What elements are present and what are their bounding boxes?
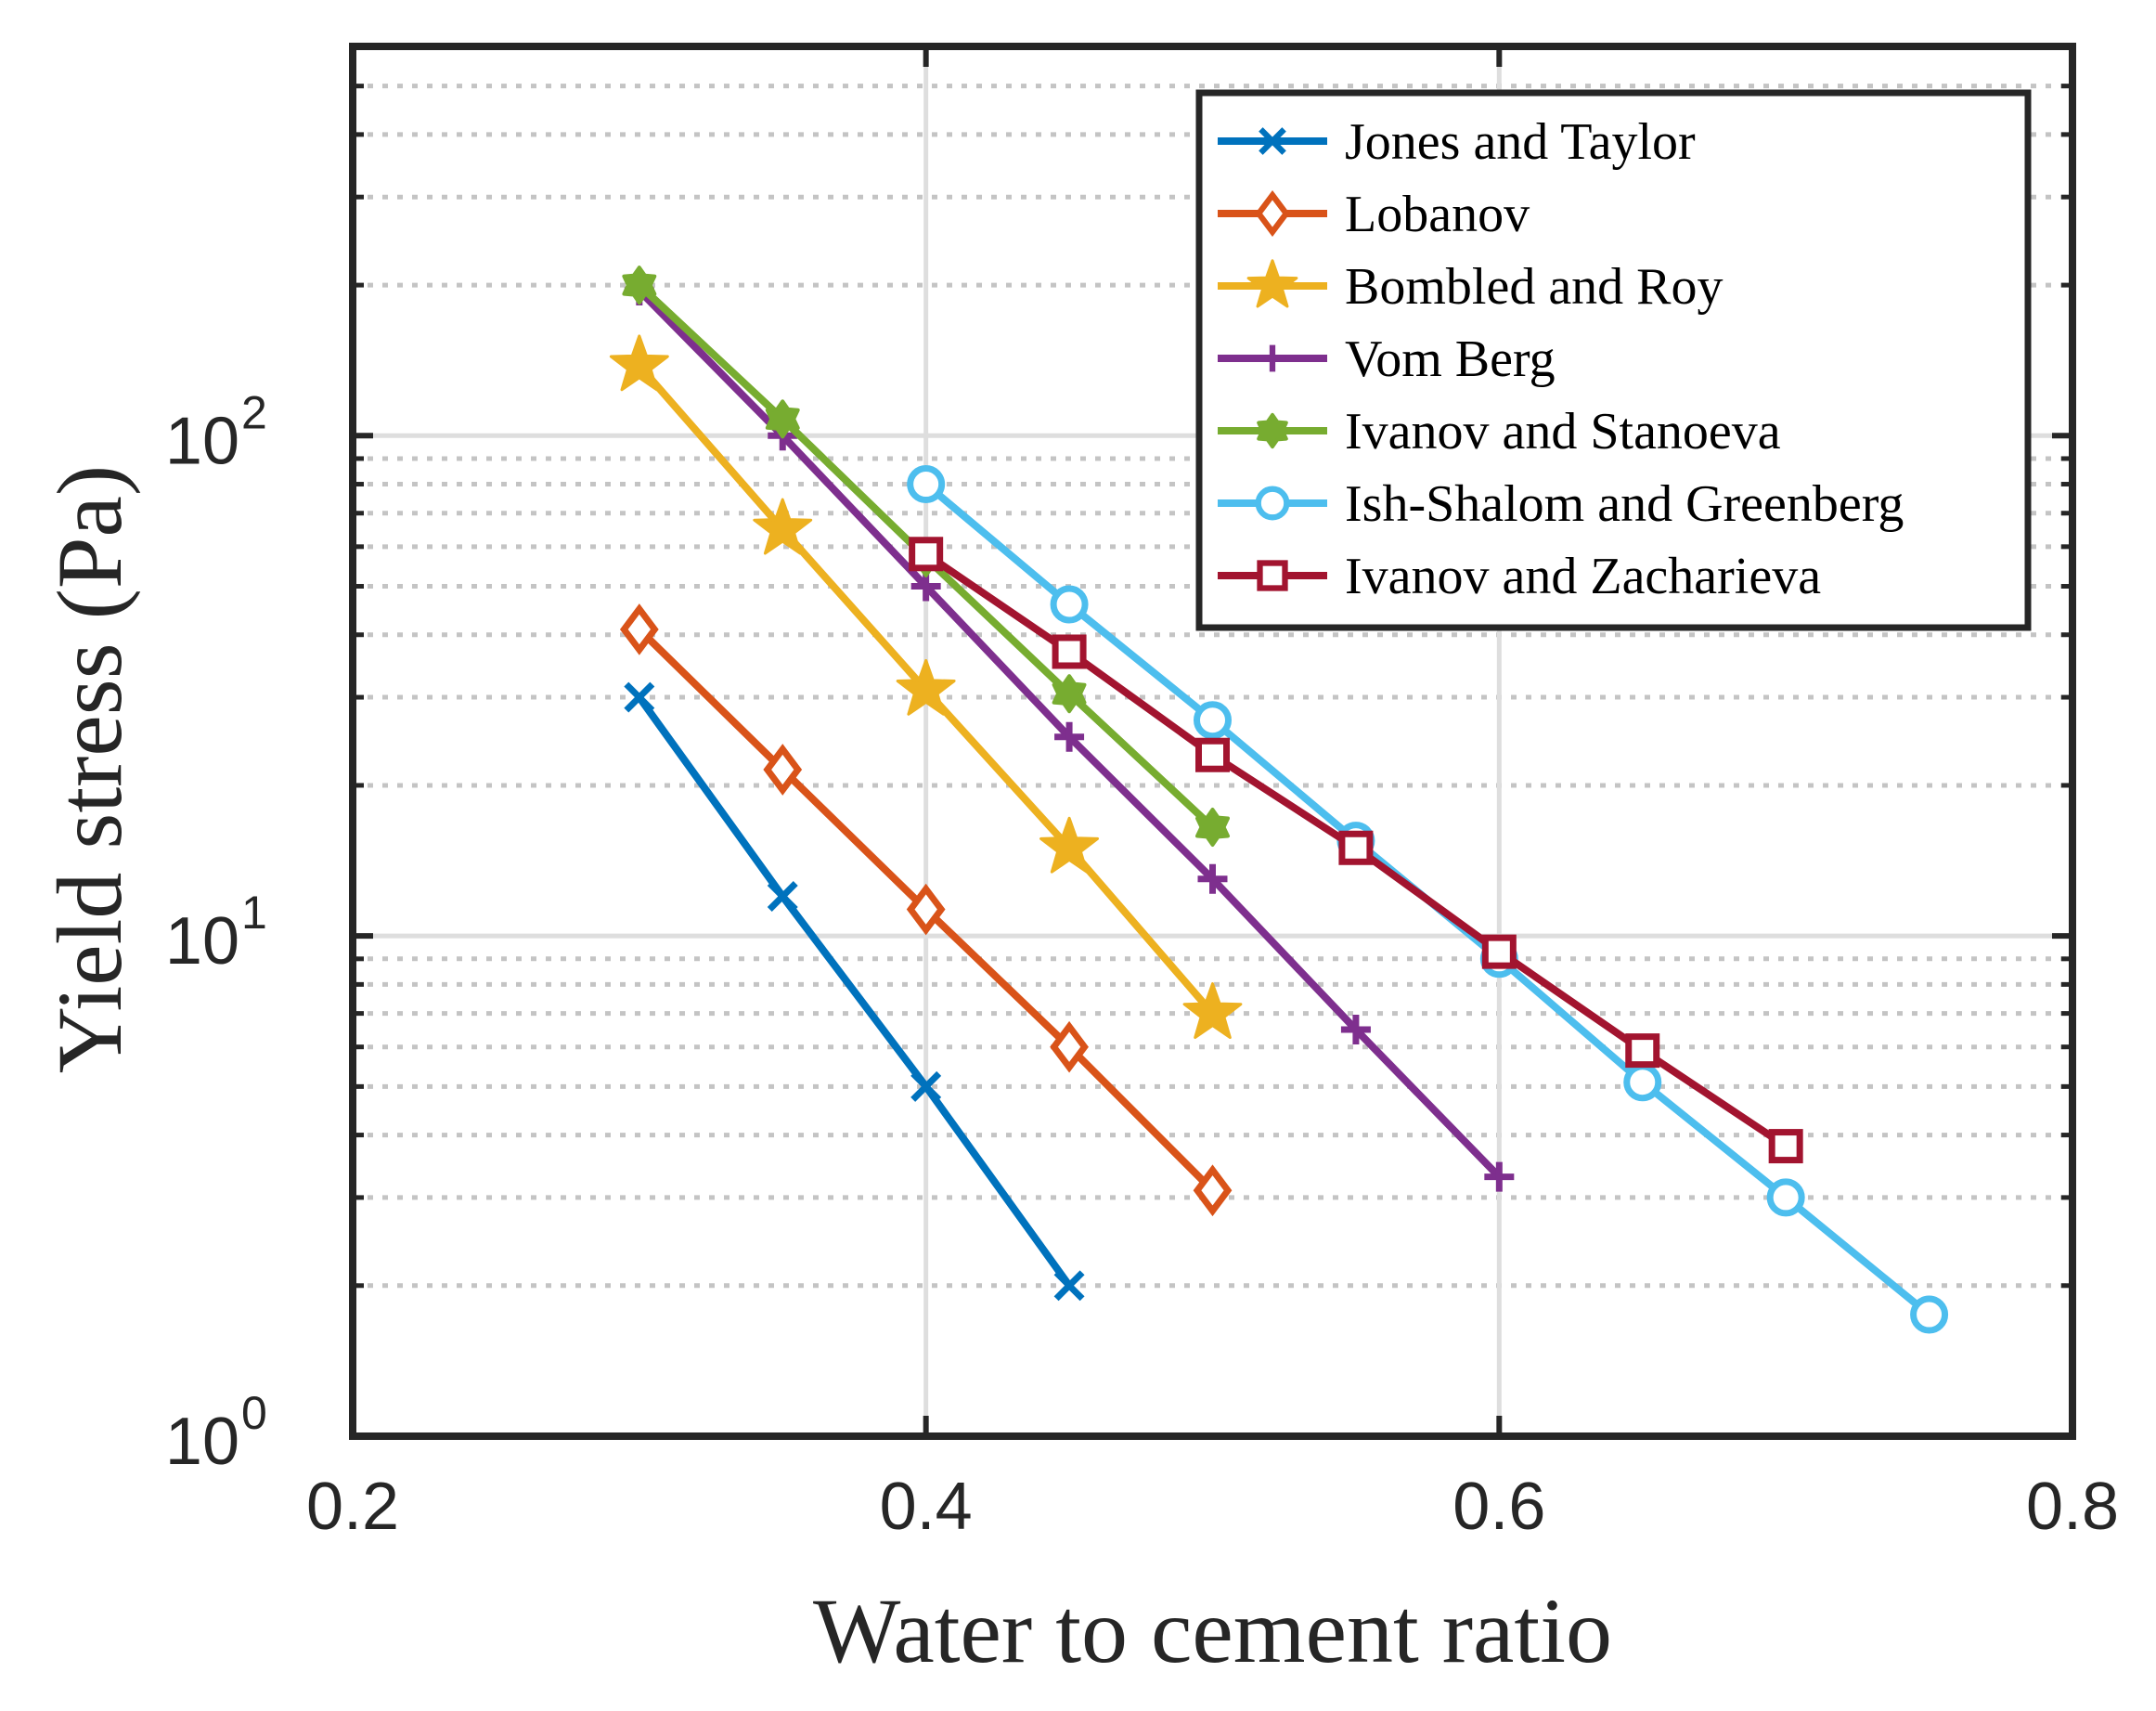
legend-item: Ivanov and Stanoeva — [1218, 403, 1781, 460]
data-point — [1039, 816, 1099, 874]
data-point — [609, 334, 669, 392]
data-point — [1195, 808, 1230, 847]
x-tick-label: 0.6 — [1452, 1470, 1545, 1544]
legend-label: Jones and Taylor — [1345, 113, 1696, 171]
data-point — [1481, 934, 1517, 969]
axis-ticks — [350, 44, 2075, 1439]
series-layer — [609, 266, 1949, 1334]
legend-item: Vom Berg — [1218, 331, 1556, 388]
legend-label: Vom Berg — [1345, 331, 1556, 388]
y-axis-label: Yield stress (Pa) — [38, 465, 141, 1073]
legend-marker — [1259, 127, 1286, 155]
data-point — [1193, 1164, 1233, 1217]
legend-marker — [1259, 344, 1286, 372]
data-point — [1338, 830, 1374, 865]
legend-marker — [1255, 189, 1290, 238]
x-tick-label: 0.8 — [2026, 1470, 2119, 1544]
legend-marker — [1257, 560, 1288, 591]
data-point — [1182, 982, 1243, 1039]
data-point — [907, 465, 946, 504]
legend-label: Ivanov and Zacharieva — [1345, 548, 1821, 605]
data-point — [1194, 701, 1232, 740]
y-tick-exponent: 0 — [241, 1387, 267, 1439]
plot-area-border — [349, 43, 2076, 1440]
legend-label: Bombled and Roy — [1345, 258, 1724, 316]
series-lobanov — [619, 603, 1233, 1217]
legend-marker — [1255, 486, 1290, 521]
data-point — [1052, 634, 1087, 669]
data-point — [1050, 1020, 1089, 1073]
data-point — [1484, 1161, 1515, 1192]
legend-box — [1195, 89, 2032, 631]
data-point — [765, 399, 800, 439]
y-tick-label: 10 — [165, 1405, 239, 1479]
legend-item: Lobanov — [1218, 186, 1530, 243]
series-jones-and-taylor — [624, 681, 1085, 1302]
x-tick-label: 0.4 — [880, 1470, 973, 1544]
data-point — [906, 883, 946, 936]
legend-label: Ivanov and Stanoeva — [1345, 403, 1781, 460]
legend-item: Ivanov and Zacharieva — [1218, 548, 1821, 605]
series-line — [635, 693, 1074, 1290]
data-point — [1623, 1063, 1662, 1102]
y-tick-label: 10 — [165, 904, 239, 979]
legend-marker — [1257, 412, 1288, 449]
data-point — [1054, 721, 1085, 752]
legend: Jones and Taylor Lobanov Bombled and Roy Vo… — [1195, 89, 2032, 631]
data-point — [1195, 737, 1230, 772]
legend-item: Bombled and Roy — [1218, 258, 1724, 316]
legend-item: Jones and Taylor — [1218, 113, 1696, 171]
data-point — [1910, 1295, 1949, 1334]
data-point — [1050, 585, 1089, 624]
data-point — [896, 658, 956, 716]
data-point — [753, 498, 813, 555]
series-bombled-and-roy — [609, 334, 1243, 1039]
data-point — [1052, 674, 1087, 714]
data-point — [1625, 1033, 1660, 1069]
data-point — [763, 744, 803, 796]
legend-marker — [1246, 259, 1298, 308]
y-tick-exponent: 2 — [241, 386, 267, 438]
data-point — [767, 881, 798, 912]
data-point — [622, 266, 657, 305]
data-point — [1768, 1129, 1803, 1164]
legend-label: Lobanov — [1345, 186, 1530, 243]
y-tick-label: 10 — [165, 404, 239, 478]
data-point — [624, 681, 655, 713]
data-point — [1340, 1014, 1371, 1044]
series-ivanov-and-zacharieva — [909, 537, 1803, 1164]
y-tick-exponent: 1 — [241, 887, 267, 939]
legend-label: Ish-Shalom and Greenberg — [1345, 475, 1904, 533]
x-tick-label: 0.2 — [306, 1470, 399, 1544]
data-point — [619, 603, 659, 655]
data-point — [1053, 1270, 1085, 1302]
legend-item: Ish-Shalom and Greenberg — [1218, 475, 1904, 533]
data-point — [910, 1070, 942, 1102]
data-point — [1766, 1178, 1805, 1217]
data-point — [1197, 863, 1228, 894]
x-tick-labels: 0.2 0.4 0.6 0.8 — [306, 1470, 2119, 1544]
x-axis-label: Water to cement ratio — [813, 1579, 1612, 1682]
data-point — [909, 537, 944, 572]
